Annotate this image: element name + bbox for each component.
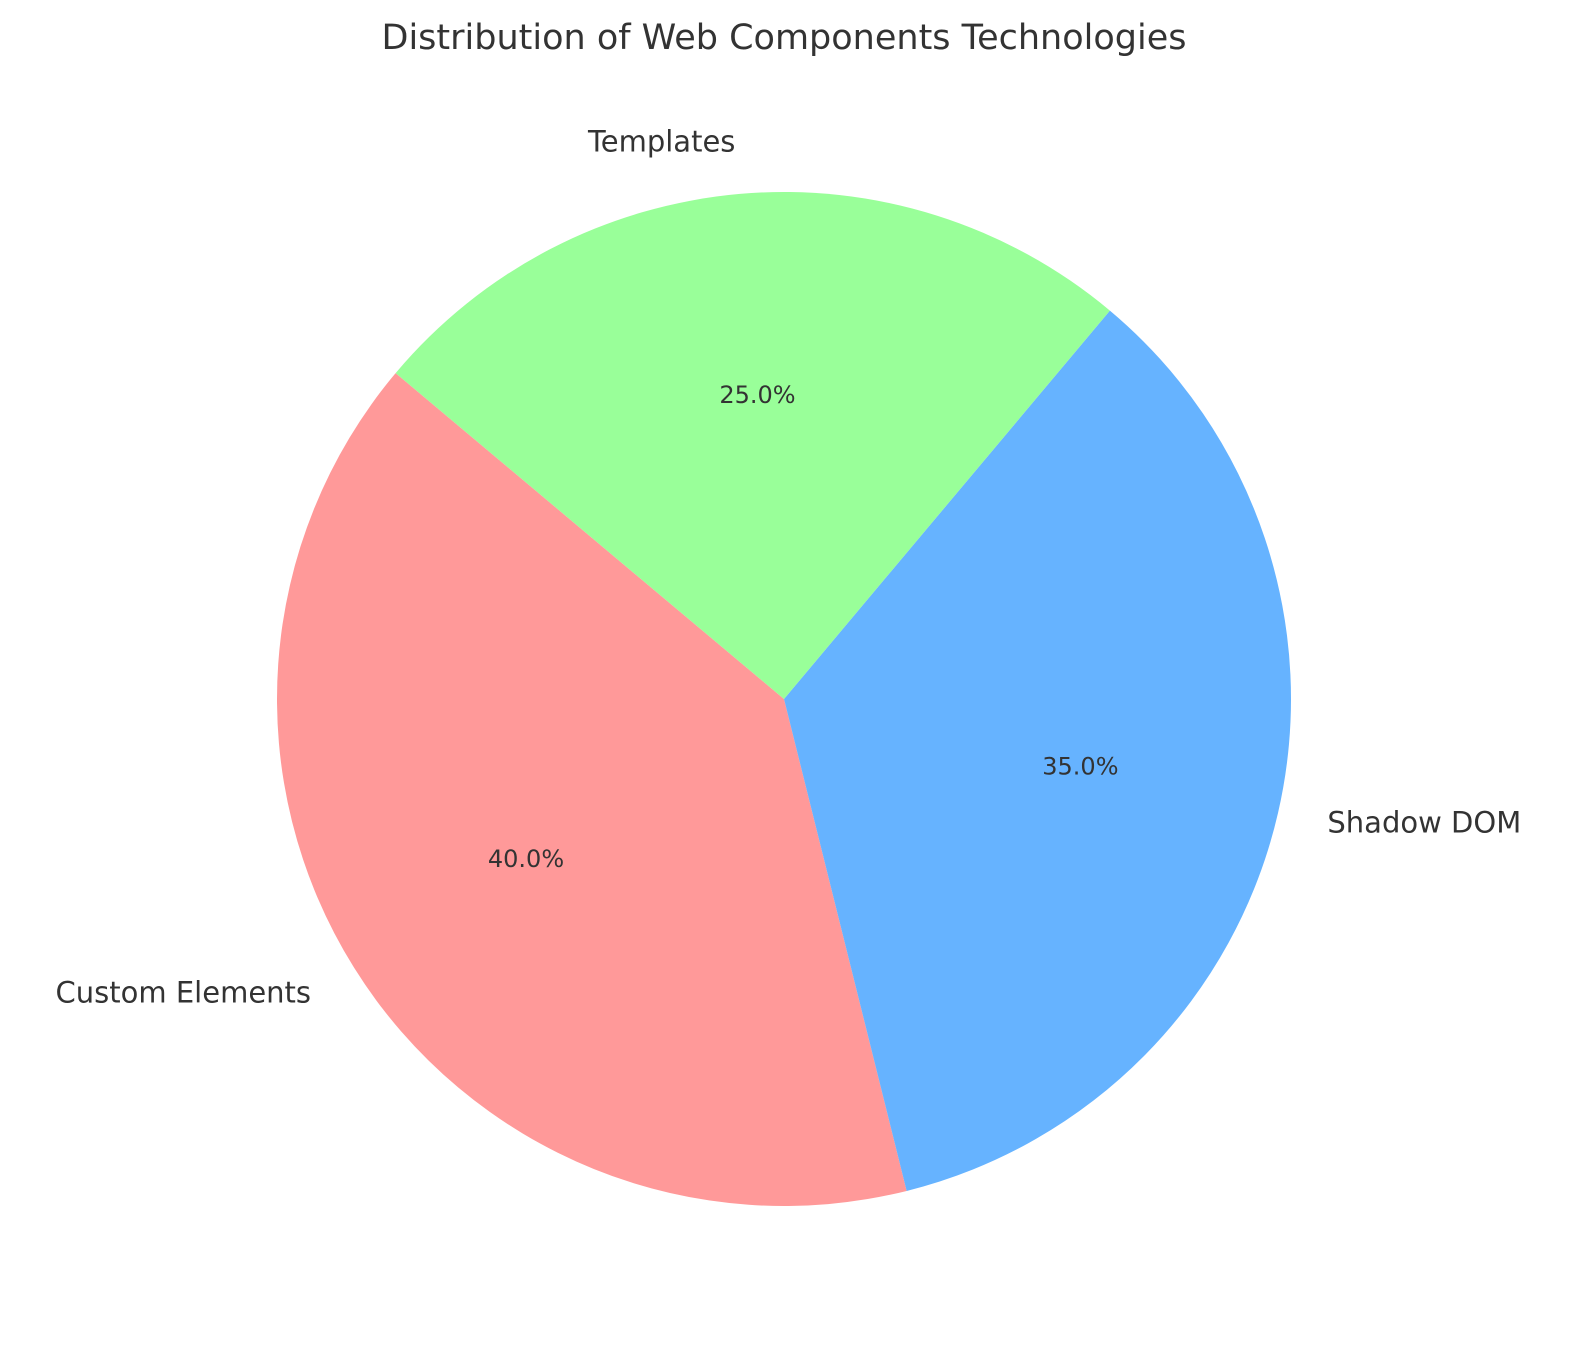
slice-label-shadow-dom: Shadow DOM — [1327, 805, 1521, 839]
pct-label-templates: 25.0% — [719, 381, 795, 409]
pct-label-custom-elements: 40.0% — [488, 845, 564, 873]
slice-custom-elements — [276, 373, 907, 1207]
pct-label-shadow-dom: 35.0% — [1042, 752, 1118, 780]
slice-label-custom-elements: Custom Elements — [56, 976, 312, 1010]
pie-slices — [276, 191, 1291, 1207]
slice-templates — [395, 191, 1110, 699]
pie-labels: Custom Elements 40.0% Shadow DOM 35.0% Templ… — [56, 124, 1522, 1009]
slice-label-templates: Templates — [587, 124, 735, 158]
slice-shadow-dom — [784, 310, 1291, 1191]
chart-title: Distribution of Web Components Technolog… — [382, 18, 1187, 58]
